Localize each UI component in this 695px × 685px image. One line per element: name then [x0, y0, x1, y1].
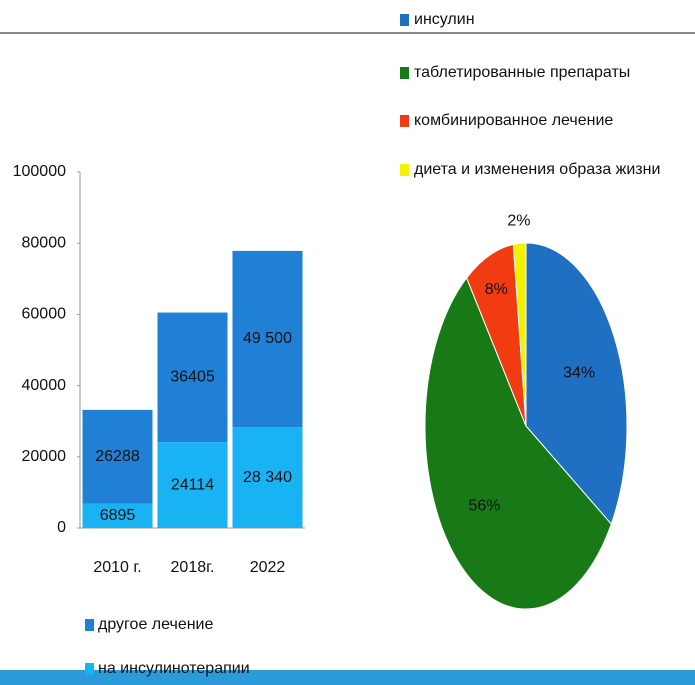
data-label: 26288: [95, 448, 140, 465]
legend-label: другое лечение: [98, 616, 213, 633]
y-tick-label: 60000: [22, 306, 67, 323]
legend-label: на инсулинотерапии: [98, 660, 250, 677]
legend-label: диета и изменения образа жизни: [414, 161, 660, 178]
legend-swatch: [400, 115, 409, 127]
pie-slice: [424, 276, 612, 610]
data-label: 2%: [507, 213, 530, 230]
pie-slice: [512, 242, 527, 427]
pie-slice: [466, 243, 527, 427]
x-tick-label: 2010 г.: [93, 559, 141, 576]
bar-segment: [157, 312, 228, 443]
legend-swatch: [85, 619, 94, 631]
legend-swatch: [400, 14, 409, 26]
bar-segment: [82, 503, 153, 528]
x-tick-label: 2022: [250, 559, 286, 576]
legend-swatch: [400, 164, 409, 176]
y-tick-label: 40000: [22, 377, 67, 394]
data-label: 28 340: [243, 469, 292, 486]
data-label: 8%: [485, 281, 508, 298]
y-tick-label: 80000: [22, 234, 67, 251]
legend-swatch: [400, 67, 409, 79]
x-tick-label: 2018г.: [171, 559, 215, 576]
data-label: 36405: [170, 369, 215, 386]
bar-segment: [82, 409, 153, 504]
y-tick-label: 0: [57, 519, 66, 536]
data-label: 49 500: [243, 330, 292, 347]
data-label: 34%: [563, 364, 595, 381]
y-tick-label: 100000: [13, 163, 66, 180]
legend-label: комбинированное лечение: [414, 112, 613, 129]
pie-slice: [525, 242, 628, 526]
legend-label: инсулин: [414, 11, 475, 28]
bar-segment: [232, 250, 303, 428]
bar-segment: [232, 427, 303, 528]
bottom-band: [0, 670, 695, 685]
data-label: 6895: [100, 507, 136, 524]
y-tick-label: 20000: [22, 448, 67, 465]
data-label: 24114: [171, 476, 214, 493]
legend-label: таблетированные препараты: [414, 64, 630, 81]
legend-swatch: [85, 663, 94, 675]
data-label: 56%: [469, 497, 501, 514]
bar-segment: [157, 442, 228, 528]
